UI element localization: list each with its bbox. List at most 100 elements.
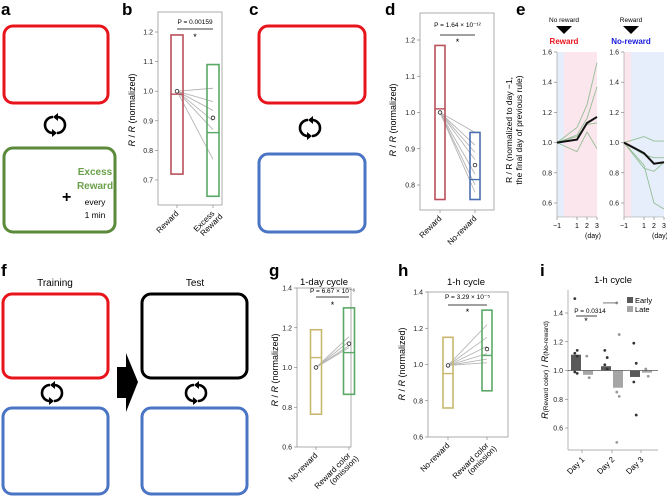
data-point [605,356,609,359]
y-tick-label: 0.8 [413,398,423,405]
data-point [634,361,638,365]
legend-swatch [627,306,633,312]
individual-line [623,142,665,210]
x-category-label: Day 1 [565,455,587,477]
y-tick-label: 1.2 [609,110,619,117]
x-tick-label: −1 [620,223,628,230]
ylabel-suffix: (normalized) [397,327,407,380]
no-reward-condition-box [257,152,367,234]
paired-line [447,345,488,366]
ylabel-sep: / [540,362,550,370]
data-point [585,354,589,358]
paired-line [447,358,488,366]
y-tick-label: 0.8 [609,170,619,177]
chart-i: 1-h cycle 0.6 0.8 1.0 1.2 1.4R(Reward color) … [540,275,658,476]
y-axis-label: R / R (normalized to day −1, [504,77,514,183]
ylabel-var: R [397,380,407,387]
subplot-0: 0.6 0.8 1.0 1.2 1.4 1.6 −1 1 2 3 (day) No reward Rew… [542,17,601,240]
y-tick-label: 1.0 [553,368,563,375]
chart-g: 0.6 0.8 1.0 1.2 1.4 P = 6.67 × 10⁻⁶ * No-reward… [282,286,360,491]
box-1 [469,131,481,201]
y-tick-label: 1.0 [282,365,292,372]
data-point [615,390,619,394]
mean-marker [437,110,443,115]
data-point [615,440,619,444]
panel-label-h: h [398,261,408,280]
significance-star: * [193,32,197,42]
ylabel-var: R [388,150,398,157]
x-category-label: Day 2 [595,455,617,477]
significance-star: * [466,307,470,317]
data-point [603,348,607,352]
data-point [603,363,607,367]
y-tick-label: 1.2 [413,326,423,333]
ylabel-suffix: (normalized) [388,83,398,136]
y-axis-label: R / R (normalized) [397,327,407,400]
y-tick-label: 1.1 [143,59,153,66]
legend-label: Early [635,296,652,305]
frequency-label: 1 min [85,210,106,220]
y-tick-label: 1.4 [413,290,423,297]
ylabel-subscript: (No-reward) [543,321,550,356]
ylabel-var: R [397,394,407,401]
mean-marker [346,341,352,346]
excess-reward-label: Reward [77,181,113,192]
reward-condition-box [2,24,110,105]
y-tick-label: 1.6 [609,50,619,57]
subplot-1: 0.6 0.8 1.0 1.2 1.4 1.6 −1 1 2 3 (day) Reward No-rew… [609,17,667,240]
y-tick-label: 1.2 [542,110,552,117]
rule-label: Reward [550,37,579,46]
p-value-label: P = 3.29 × 10⁻⁵ [445,294,490,301]
training-title: Training [37,278,73,289]
test-no-reward-box [140,406,249,496]
y-axis-label: R / R (normalized) [127,73,137,146]
paired-line [439,112,476,133]
mean-marker [313,365,319,370]
panel-label-c: c [249,0,258,19]
panel-label-d: d [385,0,395,19]
individual-line [556,62,598,143]
ylabel-var: R [540,355,550,362]
test-reward-color-box [140,292,249,380]
training-reward-box [1,292,110,380]
panel-label-f: f [1,261,7,280]
p-value-label: P = 6.67 × 10⁻⁶ [310,288,355,295]
mean-line [556,116,598,144]
y-axis-label: R(Reward color) / R(No-reward) [540,321,550,419]
data-point [575,354,579,358]
data-point [632,341,636,345]
data-point [644,367,648,371]
y-tick-label: 0.9 [405,146,415,153]
legend-swatch [627,297,633,303]
event-label: No reward [549,17,579,24]
rule-label: No-reward [611,37,651,46]
y-tick-label: 1.0 [405,110,415,117]
paired-line [439,112,476,146]
paired-line [447,353,488,366]
data-point [632,380,636,384]
box-0 [170,34,184,175]
x-category-label: Reward [418,214,444,240]
data-point [646,374,650,378]
mean-marker [472,162,478,168]
plot-frame [157,11,223,206]
previous-rule-background [624,52,631,217]
data-point [634,413,638,417]
mean-marker [445,363,451,368]
event-marker-icon [623,26,639,34]
individual-line [623,136,664,144]
ylabel-var: R [388,136,398,143]
training-no-reward-box [1,406,110,496]
individual-line [556,131,598,153]
panel-label-a: a [1,0,11,19]
plus-sign: + [62,189,71,206]
x-category-label: Day 3 [624,455,646,477]
cycle-arrows-icon [184,381,208,405]
mean-line [623,141,665,165]
bar-late [583,370,593,375]
panel-label-b: b [122,0,132,19]
data-point [617,394,621,398]
cycle-arrows-icon [298,116,322,140]
reward-condition-box [257,24,367,105]
